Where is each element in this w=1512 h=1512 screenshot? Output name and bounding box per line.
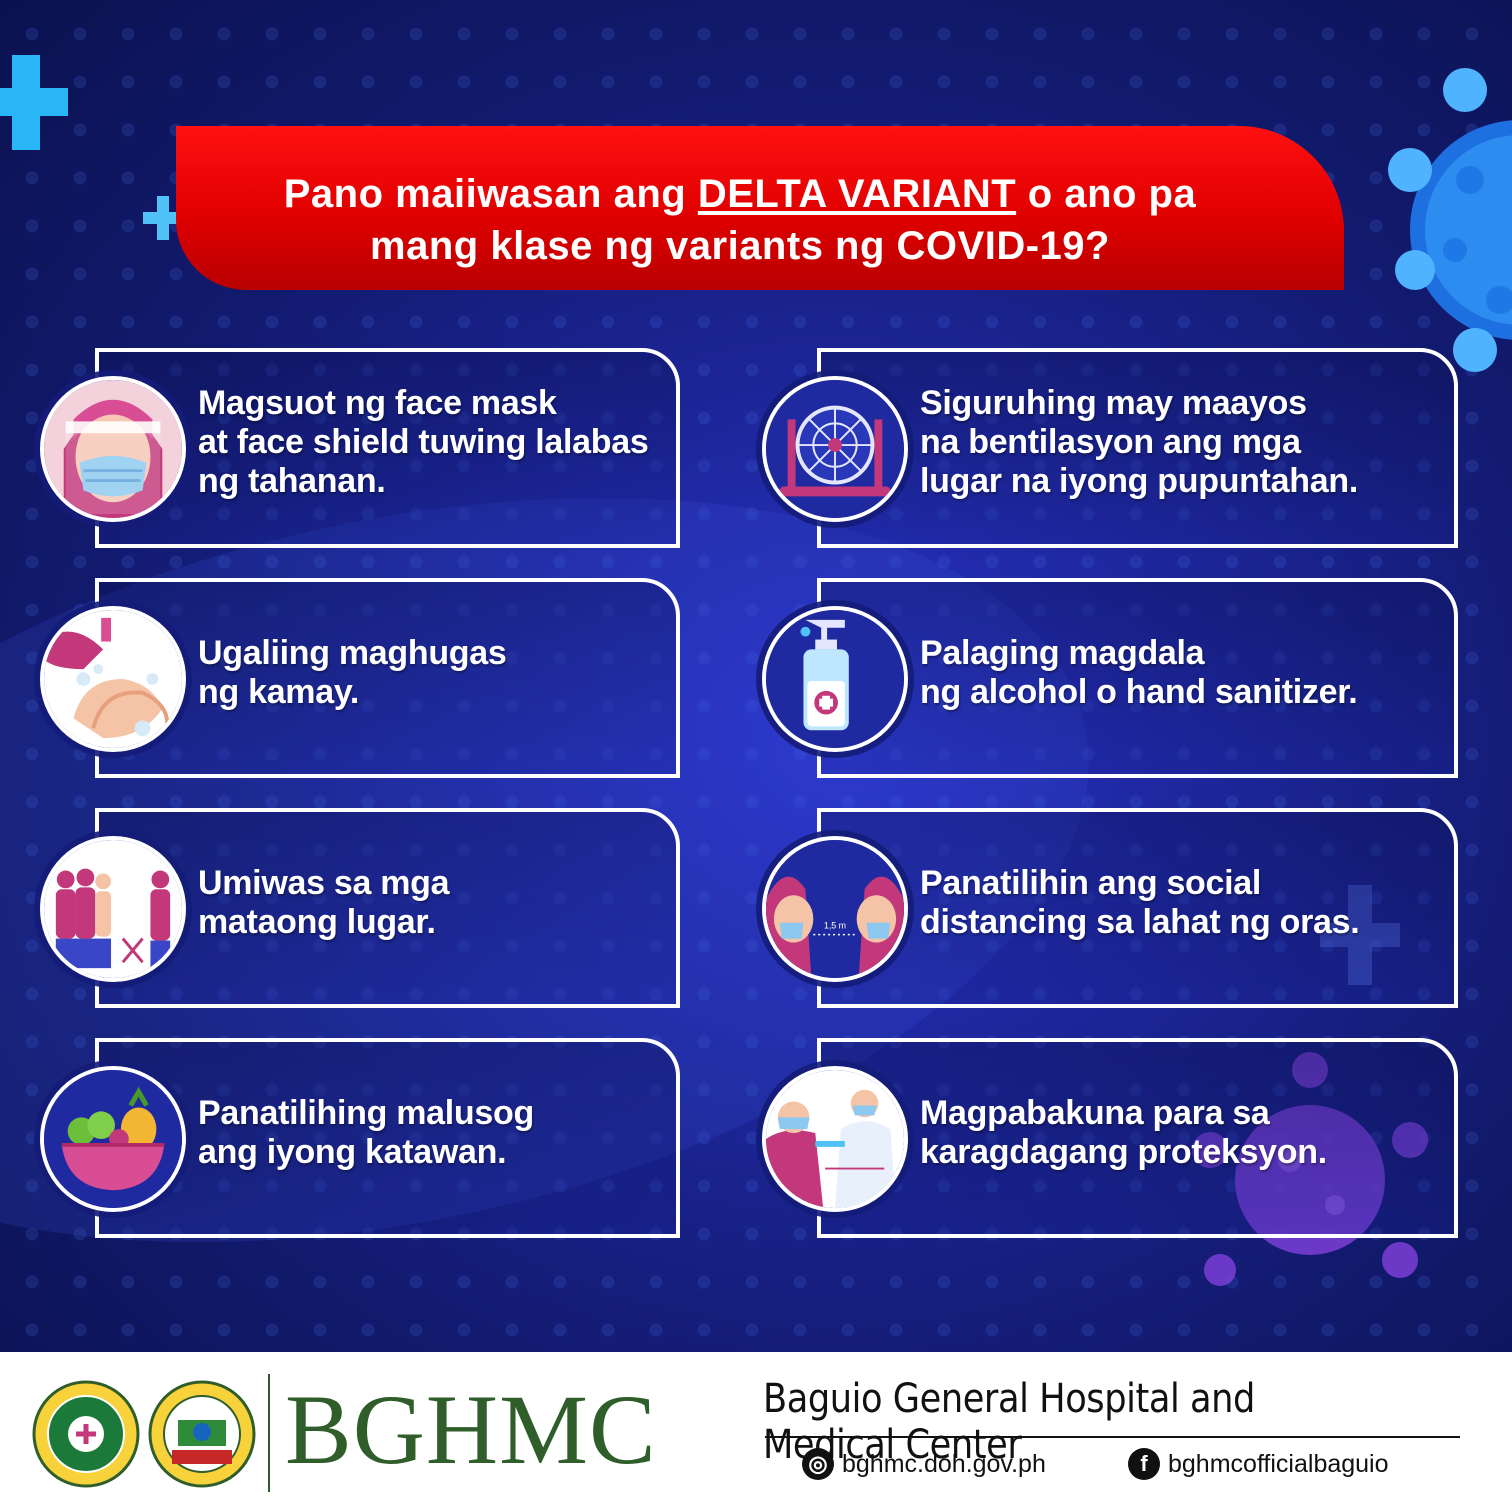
medical-plus-icon — [143, 196, 183, 240]
tip-text: Panatilihin ang social distancing sa lah… — [920, 864, 1440, 942]
title-part-2: o ano pa — [1016, 172, 1197, 216]
tip-line: Magsuot ng face mask — [198, 384, 557, 422]
brand-logo-text: BGHMC — [285, 1374, 657, 1485]
website-link[interactable]: ◎ bghmc.doh.gov.ph — [802, 1448, 1046, 1480]
virus-icon — [1192, 1052, 1428, 1286]
title-part-1: Pano maiiwasan ang — [283, 172, 698, 216]
medical-plus-icon — [0, 55, 68, 150]
tip-line: Magpabakuna para sa — [920, 1094, 1270, 1132]
tip-card-frame — [95, 808, 680, 1008]
title-banner-red — [176, 126, 1344, 290]
tip-card: Magsuot ng face mask at face shield tuwi… — [40, 348, 680, 548]
tip-line: at face shield tuwing lalabas — [198, 423, 649, 461]
tip-card: 1,5 m Panatilihin ang social distancing … — [762, 808, 1458, 1008]
tip-line: Ugaliing maghugas — [198, 634, 507, 672]
tip-card: Palaging magdala ng alcohol o hand sanit… — [762, 578, 1458, 778]
poster-background: Pano maiiwasan ang DELTA VARIANT o ano p… — [0, 0, 1512, 1352]
facebook-link[interactable]: f bghmcofficialbaguio — [1128, 1448, 1389, 1480]
tip-line: Siguruhing may maayos — [920, 384, 1307, 422]
tip-line: ng alcohol o hand sanitizer. — [920, 673, 1358, 711]
social-distancing-icon: 1,5 m — [762, 836, 908, 982]
tip-text: Palaging magdala ng alcohol o hand sanit… — [920, 634, 1440, 712]
tip-line: Panatilihing malusog — [198, 1094, 534, 1132]
tip-line: Palaging magdala — [920, 634, 1205, 672]
tip-text: Panatilihing malusog ang iyong katawan. — [198, 1094, 662, 1172]
hospital-name: Baguio General Hospital and Medical Cent… — [763, 1376, 1255, 1468]
tip-card: Panatilihing malusog ang iyong katawan. — [40, 1038, 680, 1238]
medical-plus-icon — [1320, 885, 1400, 985]
title-banner: Pano maiiwasan ang DELTA VARIANT o ano p… — [170, 118, 1350, 298]
tip-line: ng kamay. — [198, 673, 360, 711]
tip-card-frame — [817, 1038, 1458, 1238]
tip-card: Umiwas sa mga mataong lugar. — [40, 808, 680, 1008]
globe-icon: ◎ — [802, 1448, 834, 1480]
face-mask-shield-icon — [40, 376, 186, 522]
facebook-icon: f — [1128, 1448, 1160, 1480]
vaccination-icon — [762, 1066, 908, 1212]
tip-line: na bentilasyon ang mga — [920, 423, 1301, 461]
tip-line: ng tahanan. — [198, 462, 386, 500]
tip-line: Panatilihin ang social — [920, 864, 1262, 902]
tip-line: ang iyong katawan. — [198, 1133, 507, 1171]
tip-text: Magsuot ng face mask at face shield tuwi… — [198, 384, 662, 501]
tip-card: Magpabakuna para sa karagdagang proteksy… — [762, 1038, 1458, 1238]
tip-text: Magpabakuna para sa karagdagang proteksy… — [920, 1094, 1440, 1172]
tip-card: Ugaliing maghugas ng kamay. — [40, 578, 680, 778]
footer-rule — [765, 1436, 1460, 1438]
footer: BGHMC Baguio General Hospital and Medica… — [0, 1352, 1512, 1512]
website-text: bghmc.doh.gov.ph — [842, 1449, 1046, 1478]
tip-line: Umiwas sa mga — [198, 864, 450, 902]
tip-card-frame — [95, 578, 680, 778]
tip-card: Siguruhing may maayos na bentilasyon ang… — [762, 348, 1458, 548]
virus-icon — [1388, 68, 1512, 372]
facebook-text: bghmcofficialbaguio — [1168, 1449, 1389, 1478]
fan-ventilation-icon — [762, 376, 908, 522]
tip-line: lugar na iyong pupuntahan. — [920, 462, 1358, 500]
title-highlight: DELTA VARIANT — [697, 172, 1017, 216]
footer-divider — [268, 1374, 270, 1492]
healthy-food-bowl-icon — [40, 1066, 186, 1212]
tip-line: karagdagang proteksyon. — [920, 1133, 1327, 1171]
crowd-avoid-icon — [40, 836, 186, 982]
tip-text: Ugaliing maghugas ng kamay. — [198, 634, 662, 712]
doh-seal-icon — [32, 1380, 140, 1488]
tip-card-frame — [817, 348, 1458, 548]
title-line-2: mang klase ng variants ng COVID-19? — [370, 224, 1110, 268]
tip-text: Umiwas sa mga mataong lugar. — [198, 864, 662, 942]
distance-label: 1,5 m — [824, 921, 846, 931]
tip-line: mataong lugar. — [198, 903, 436, 941]
hand-sanitizer-icon — [762, 606, 908, 752]
tip-text: Siguruhing may maayos na bentilasyon ang… — [920, 384, 1440, 501]
bghmc-seal-icon — [148, 1380, 256, 1488]
hand-washing-icon — [40, 606, 186, 752]
page-title: Pano maiiwasan ang DELTA VARIANT o ano p… — [210, 168, 1270, 272]
tip-line: distancing sa lahat ng oras. — [920, 903, 1360, 941]
